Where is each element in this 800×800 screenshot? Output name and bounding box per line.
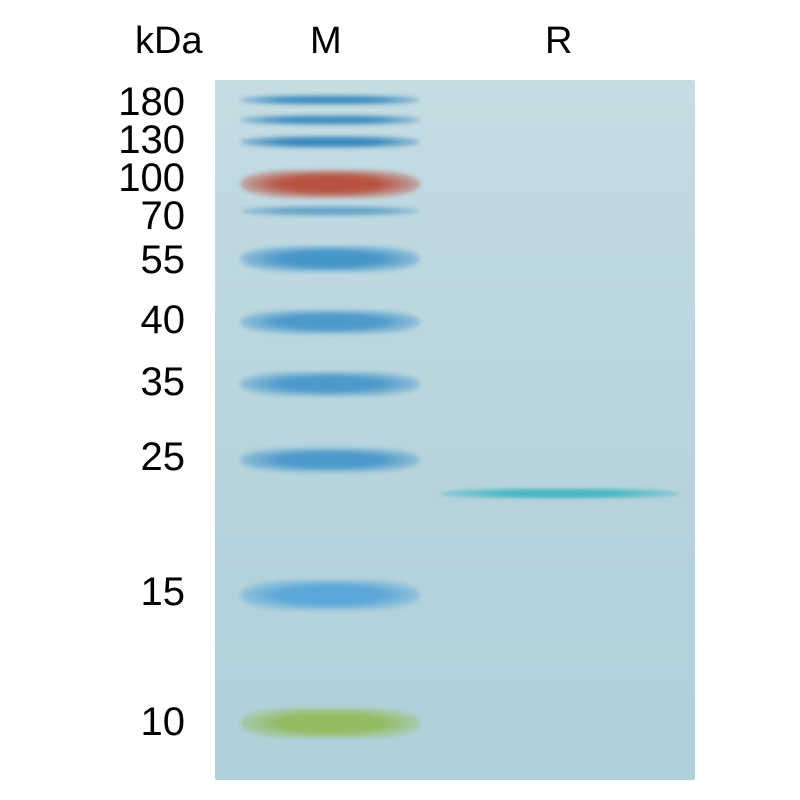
marker-band [240,170,420,198]
marker-band [240,448,420,472]
marker-band [240,372,420,396]
marker-band [240,708,420,738]
sample-band [440,488,680,499]
marker-band [240,115,420,125]
marker-band [240,580,420,610]
marker-lane-header: M [310,20,342,63]
sample-lane-header: R [545,20,572,63]
marker-band [240,246,420,272]
marker-label: 25 [95,435,185,480]
marker-label: 15 [95,570,185,615]
marker-label: 40 [95,298,185,343]
marker-label: 10 [95,700,185,745]
marker-band [240,95,420,105]
marker-label: 70 [95,194,185,239]
marker-label: 35 [95,360,185,405]
kda-header: kDa [135,20,203,63]
gel-image-container: kDa M R 18013010070554035251510 [0,0,800,800]
marker-band [240,310,420,334]
marker-label: 55 [95,238,185,283]
marker-band [240,136,420,148]
marker-band [240,206,420,216]
